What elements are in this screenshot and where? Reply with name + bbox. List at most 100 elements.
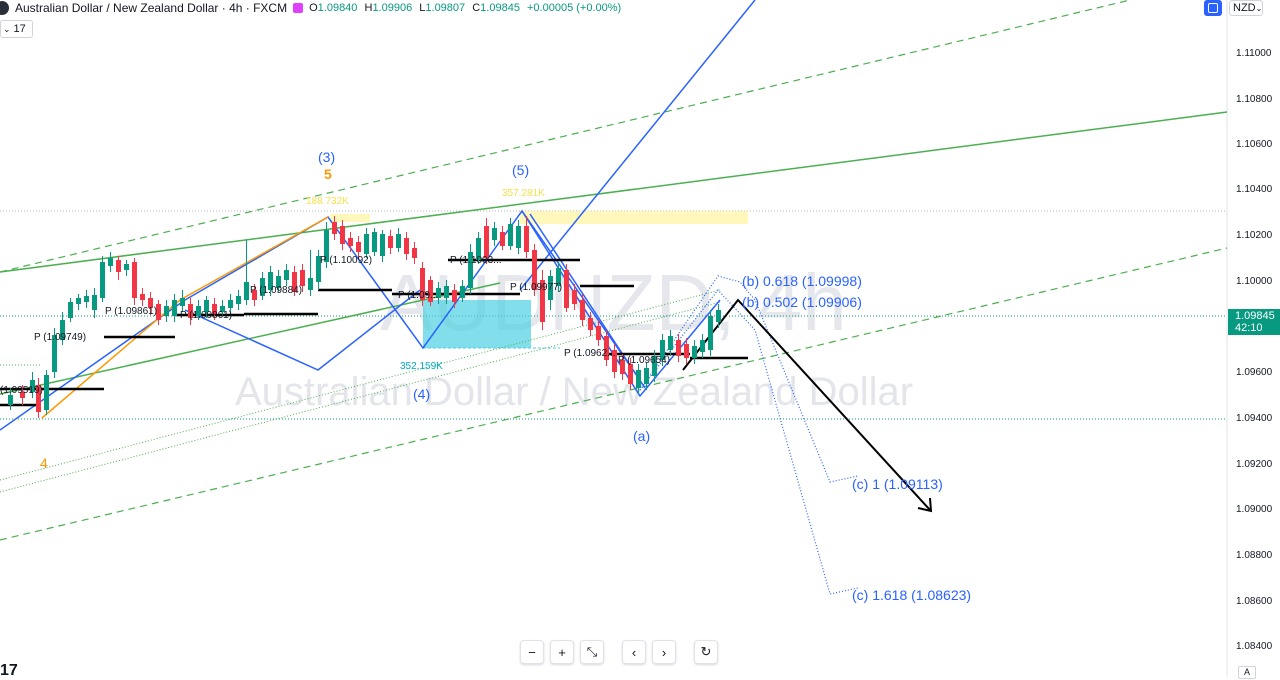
candle-body: [76, 298, 81, 304]
price-tick: 1.09600: [1236, 367, 1273, 378]
wave5-minor-label: 5: [324, 166, 332, 182]
ohlc-low: 1.09807: [425, 2, 466, 14]
candle-body: [236, 296, 241, 304]
candle-body: [30, 380, 35, 392]
price-tick: 1.09400: [1236, 413, 1273, 424]
candle-body: [380, 234, 385, 256]
wave5-label: (5): [512, 162, 529, 178]
candle-body: [612, 350, 617, 372]
candle-body: [20, 392, 25, 398]
candle-body: [508, 224, 513, 246]
candle-body: [668, 336, 673, 350]
scroll-right-button[interactable]: ›: [652, 640, 676, 664]
candle-body: [524, 226, 529, 252]
reset-chart-button[interactable]: ↻: [694, 640, 718, 664]
candle-body: [476, 238, 481, 260]
candle-body: [132, 262, 137, 298]
candle-body: [564, 270, 569, 308]
candle-body: [220, 306, 225, 312]
candle-body: [660, 340, 665, 360]
candle-body: [276, 276, 281, 288]
candle-body: [164, 306, 169, 316]
pivot-label: P (1.09861): [180, 310, 232, 321]
price-tick: 1.11000: [1236, 48, 1272, 59]
candle-body: [100, 262, 105, 298]
candle-body: [556, 268, 561, 286]
candle-body: [364, 234, 369, 254]
candle-body: [68, 302, 73, 318]
volume-indicator[interactable]: ⌄ 17: [0, 20, 33, 38]
candle-body: [420, 268, 425, 300]
currency-select[interactable]: NZD ⌄: [1229, 0, 1263, 16]
candle-body: [676, 340, 681, 356]
candle-body: [428, 280, 433, 302]
current-price-badge: 1.09845 42:10: [1228, 309, 1280, 335]
auto-scale-button[interactable]: A: [1238, 666, 1256, 679]
pivot-label: P (1.09749): [34, 332, 86, 343]
symbol-title[interactable]: Australian Dollar / New Zealand Dollar ·…: [15, 1, 288, 15]
candle-body: [44, 375, 49, 410]
candle-body: [172, 300, 177, 316]
fullscreen-icon[interactable]: [1204, 0, 1222, 16]
candle-body: [684, 344, 689, 358]
candle-body: [180, 298, 185, 306]
candle-body: [644, 368, 649, 384]
ohlc-change: +0.00005 (+0.00%): [527, 2, 622, 14]
candle-body: [292, 272, 297, 292]
candle-body: [636, 370, 641, 388]
price-tick: 1.10200: [1236, 230, 1273, 241]
wave4-minor-label: 4: [40, 455, 48, 471]
candle-body: [492, 228, 497, 240]
fib-b-618: (b) 0.618 (1.09998): [742, 273, 862, 289]
tradingview-logo-icon[interactable]: 17: [0, 662, 18, 679]
candle-body: [316, 256, 321, 282]
candle-body: [140, 294, 145, 300]
pivot-label: P (1.09884): [250, 285, 302, 296]
pivot-label: P (1.09...: [398, 290, 438, 301]
candle-body: [500, 232, 505, 246]
pivot-label: P (1.09977): [510, 282, 562, 293]
pivot-label: P (1.09861): [105, 306, 157, 317]
candle-body: [580, 300, 585, 320]
candle-body: [540, 280, 545, 322]
fib-c-1618: (c) 1.618 (1.08623): [852, 587, 971, 603]
ohlc-low-key: L: [419, 2, 426, 14]
symbol-header[interactable]: Australian Dollar / New Zealand Dollar ·…: [0, 0, 625, 16]
currency-label: NZD: [1233, 2, 1256, 14]
chevron-down-icon[interactable]: ⌄: [3, 23, 11, 34]
wave3-label: (3): [318, 149, 335, 165]
zoom-out-button[interactable]: −: [520, 640, 544, 664]
candle-body: [604, 336, 609, 360]
ohlc-high: 1.09906: [372, 2, 413, 14]
candle-body: [300, 270, 305, 286]
candle-body: [356, 242, 361, 252]
price-tick: 1.10000: [1236, 276, 1273, 287]
candle-body: [36, 385, 41, 412]
zoom-in-button[interactable]: +: [550, 640, 574, 664]
price-tick: 1.09000: [1236, 504, 1273, 515]
price-tick: 1.08400: [1236, 641, 1273, 652]
volume-value: 17: [13, 23, 26, 35]
candle-body: [92, 295, 97, 310]
candle-body: [708, 316, 713, 350]
candle-body: [52, 335, 57, 372]
candle-body: [340, 226, 345, 244]
candle-body: [188, 304, 193, 318]
price-tick: 1.10600: [1236, 139, 1273, 150]
reset-zoom-button[interactable]: ⤡: [580, 640, 604, 664]
candle-body: [596, 326, 601, 340]
candles: [8, 216, 721, 418]
candle-body: [404, 238, 409, 254]
candle-body: [124, 264, 129, 270]
candle-body: [228, 300, 233, 308]
candle-body: [148, 298, 153, 308]
ohlc-close: 1.09845: [480, 2, 520, 14]
candle-body: [252, 290, 257, 300]
pivot-label: (1.09519): [0, 385, 43, 396]
pivot-label: P (1.10092): [320, 255, 372, 266]
candle-body: [260, 278, 265, 296]
ohlc-high-key: H: [364, 2, 373, 14]
candle-body: [324, 230, 329, 262]
scroll-left-button[interactable]: ‹: [622, 640, 646, 664]
